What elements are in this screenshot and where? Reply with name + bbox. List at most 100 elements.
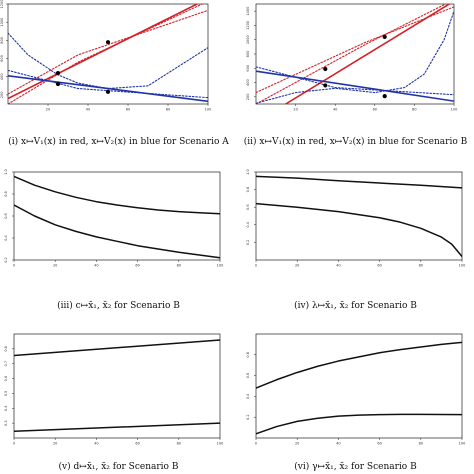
y-tick-label: 1200 [246, 21, 250, 30]
y-tick-label: 1000 [246, 35, 250, 44]
blue-dotted-series-line [8, 69, 208, 99]
chart-panel-2: 20 40 60 80 100 200 400 600 800 1000 1200 1400 [246, 0, 462, 124]
x-tick-label: 20 [53, 442, 57, 446]
x-tick-label: 100 [459, 442, 466, 446]
y-tick-label: 1.0 [246, 169, 250, 175]
x-tick-label: 60 [135, 442, 139, 446]
plot-area [14, 339, 220, 433]
chart-panel-4: 0 20 40 60 80 100 0.2 0.4 0.6 0.8 1.0 [236, 162, 466, 274]
x-tick-label: 20 [293, 108, 297, 112]
caption-5: (v) d↦x̄₁, x̄₂ for Scenario B [58, 462, 179, 472]
x-tick-label: 100 [217, 264, 224, 268]
x-tick-label: 40 [94, 264, 98, 268]
tangent-point-marker [55, 81, 61, 87]
y-tick-label: 0.2 [4, 257, 8, 263]
x-tick-label: 20 [295, 442, 299, 446]
y-tick-label: 0.2 [246, 240, 250, 246]
y-tick-label: 600 [246, 65, 250, 72]
x-tick-label: 100 [459, 264, 466, 268]
red-dotted-series-line [8, 4, 204, 104]
x-tick-label: 0 [255, 264, 257, 268]
y-tick-label: 0.3 [4, 420, 8, 426]
tangent-point-marker [105, 40, 111, 45]
chart-panel-5: 0 20 40 60 80 100 0.3 0.4 0.5 0.6 0.7 0.8 [0, 326, 226, 446]
caption-1: (i) x↦V₁(x) in red, x↦V₂(x) in blue for … [8, 137, 229, 147]
y-tick-label: 200 [246, 94, 250, 101]
x-tick-label: 80 [419, 442, 423, 446]
caption-3: (iii) c↦x̄₁, x̄₂ for Scenario B [57, 301, 180, 311]
black-solid-series-line [14, 175, 220, 215]
plot-frame [255, 171, 463, 261]
y-tick-label: 0.5 [4, 391, 8, 397]
x-tick-label: 80 [177, 264, 181, 268]
tangent-point-marker [55, 70, 61, 76]
x-tick-label: 20 [53, 264, 57, 268]
blue-dotted-series-line [256, 66, 454, 96]
chart-panel-3: 0 20 40 60 80 100 0.2 0.4 0.6 0.8 1.0 [0, 162, 226, 274]
blue-solid-series-line [8, 75, 208, 103]
y-tick-label: 0.4 [4, 405, 8, 411]
y-tick-label: 600 [0, 55, 4, 62]
red-dotted-series-line [256, 6, 454, 94]
y-tick-label: 800 [246, 51, 250, 58]
chart-panel-6: 0 20 40 60 80 100 0.2 0.4 0.6 0.8 [236, 326, 466, 446]
chart-4: 0 20 40 60 80 100 0.2 0.4 0.6 0.8 1.0 [246, 169, 466, 268]
blue-dotted-series-line [8, 32, 208, 90]
plot-area [14, 175, 220, 259]
x-tick-label: 60 [377, 442, 381, 446]
y-tick-label: 0.6 [246, 373, 250, 379]
y-tick-label: 400 [0, 73, 4, 80]
chart-3: 0 20 40 60 80 100 0.2 0.4 0.6 0.8 1.0 [4, 169, 224, 268]
tangent-point-marker [382, 94, 387, 99]
black-solid-series-line [14, 422, 220, 433]
y-tick-label: 800 [0, 37, 4, 44]
x-tick-label: 0 [13, 442, 15, 446]
x-tick-label: 80 [419, 264, 423, 268]
y-tick-label: 0.6 [4, 213, 8, 219]
black-solid-series-line [256, 175, 462, 189]
plot-area [256, 175, 462, 258]
y-tick-label: 0.8 [4, 191, 8, 197]
tangent-point-marker [323, 83, 328, 88]
x-tick-label: 60 [126, 108, 130, 112]
chart-1: 20 40 60 80 100 200 400 600 800 1000 1200 [0, 0, 211, 112]
plot-frame [13, 333, 221, 439]
x-tick-label: 60 [373, 108, 377, 112]
black-solid-series-line [14, 339, 220, 357]
y-tick-label: 400 [246, 79, 250, 86]
x-tick-label: 40 [336, 264, 340, 268]
y-tick-label: 1000 [0, 18, 4, 27]
tangent-point-marker [323, 66, 328, 72]
y-tick-label: 200 [0, 92, 4, 99]
x-tick-label: 0 [255, 442, 257, 446]
x-tick-label: 40 [86, 108, 90, 112]
x-tick-label: 60 [377, 264, 381, 268]
y-tick-label: 1400 [246, 7, 250, 16]
x-tick-label: 100 [217, 442, 224, 446]
blue-dotted-series-line [256, 10, 454, 104]
tangent-point-marker [105, 89, 111, 94]
x-tick-label: 40 [94, 442, 98, 446]
chart-2: 20 40 60 80 100 200 400 600 800 1000 1200 1400 [246, 3, 457, 112]
y-tick-label: 0.2 [246, 414, 250, 420]
plot-frame [13, 171, 221, 261]
chart-panel-1: 20 40 60 80 100 200 400 600 800 1000 1200 [0, 0, 216, 124]
x-tick-label: 20 [46, 108, 50, 112]
y-tick-label: 0.4 [246, 221, 250, 227]
y-tick-label: 1200 [0, 0, 4, 8]
chart-5: 0 20 40 60 80 100 0.3 0.4 0.5 0.6 0.7 0.8 [4, 333, 224, 446]
red-dotted-series-line [8, 9, 208, 95]
x-tick-label: 80 [166, 108, 170, 112]
blue-solid-series-line [256, 70, 454, 102]
black-solid-series-line [256, 413, 462, 435]
caption-2: (ii) x↦V₁(x) in red, x↦V₂(x) in blue for… [243, 137, 468, 147]
red-solid-series-line [8, 4, 199, 100]
caption-4: (iv) λ↦x̄₁, x̄₂ for Scenario B [294, 301, 417, 311]
plot-area [256, 4, 454, 104]
x-tick-label: 40 [333, 108, 337, 112]
chart-6: 0 20 40 60 80 100 0.2 0.4 0.6 0.8 [246, 333, 466, 446]
y-tick-label: 0.7 [4, 361, 8, 367]
y-tick-label: 0.4 [4, 234, 8, 240]
tangent-point-marker [382, 34, 387, 39]
x-tick-label: 80 [412, 108, 416, 112]
